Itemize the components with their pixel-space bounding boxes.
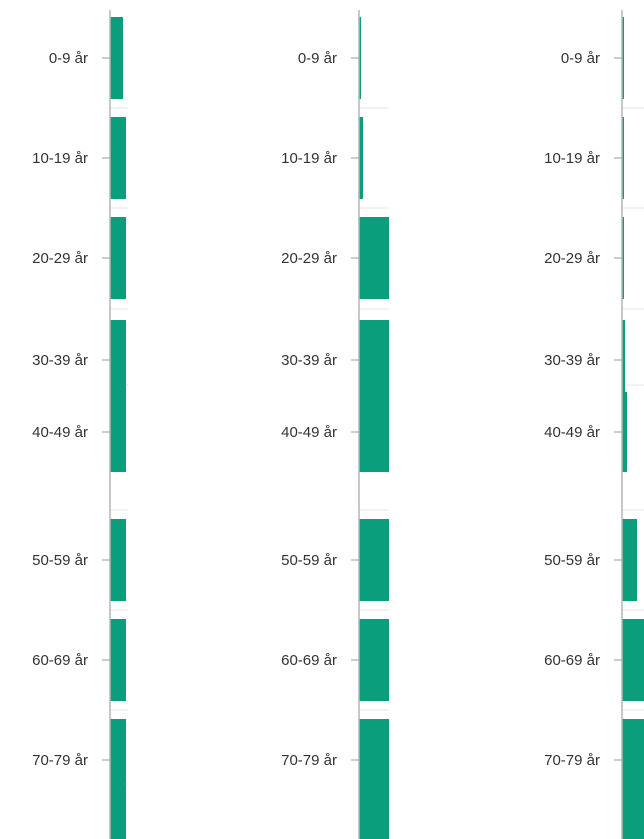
row-separators <box>622 107 644 785</box>
tick-label: 10-19 år <box>544 150 600 167</box>
bar-partial <box>622 793 644 839</box>
tick-label: 40-49 år <box>544 424 600 441</box>
bar-30-39-ar <box>110 320 126 401</box>
bar-20-29-ar <box>359 217 389 299</box>
tick-label: 50-59 år <box>32 552 88 569</box>
tick-label: 50-59 år <box>544 552 600 569</box>
bar-40-49-ar <box>622 392 627 472</box>
bar-0-9-ar <box>622 17 624 99</box>
bar-20-29-ar <box>110 217 126 299</box>
bar-40-49-ar <box>359 392 389 472</box>
bar-partial <box>359 793 389 839</box>
bar-60-69-ar <box>622 619 644 701</box>
chart-panel-3: 0-9 år 10-19 år 20-29 år 30-39 år 40-49 år 50… <box>544 10 644 839</box>
bar-50-59-ar <box>622 519 637 601</box>
bar-partial <box>110 793 126 839</box>
tick-label: 40-49 år <box>32 424 88 441</box>
bar-10-19-ar <box>359 117 363 199</box>
tick-label: 20-29 år <box>544 250 600 267</box>
bar-30-39-ar <box>359 320 389 401</box>
tick-label: 70-79 år <box>32 752 88 769</box>
bar-0-9-ar <box>110 17 123 99</box>
bar-0-9-ar <box>359 17 361 99</box>
tick-label: 0-9 år <box>298 50 337 67</box>
bar-70-79-ar <box>359 719 389 801</box>
tick-label: 70-79 år <box>281 752 337 769</box>
tick-label: 0-9 år <box>49 50 88 67</box>
tick-label: 30-39 år <box>32 352 88 369</box>
bar-60-69-ar <box>110 619 126 701</box>
tick-label: 20-29 år <box>32 250 88 267</box>
tick-label: 70-79 år <box>544 752 600 769</box>
tick-label: 20-29 år <box>281 250 337 267</box>
bar-70-79-ar <box>622 719 644 801</box>
tick-label: 60-69 år <box>281 652 337 669</box>
bar-20-29-ar <box>622 217 624 299</box>
tick-label: 50-59 år <box>281 552 337 569</box>
tick-label: 10-19 år <box>281 150 337 167</box>
tick-label: 30-39 år <box>281 352 337 369</box>
bar-70-79-ar <box>110 719 126 801</box>
chart-panel-2: 0-9 år 10-19 år 20-29 år 30-39 år 40-49 år 50… <box>281 10 389 839</box>
bar-10-19-ar <box>110 117 126 199</box>
tick-label: 60-69 år <box>544 652 600 669</box>
chart-panel-1: 0-9 år 10-19 år 20-29 år 30-39 år 40-49 år 50… <box>32 10 128 839</box>
bar-10-19-ar <box>622 117 624 199</box>
tick-label: 60-69 år <box>32 652 88 669</box>
bar-50-59-ar <box>110 519 126 601</box>
tick-label: 30-39 år <box>544 352 600 369</box>
bar-30-39-ar <box>622 320 625 401</box>
tick-label: 40-49 år <box>281 424 337 441</box>
tick-label: 0-9 år <box>561 50 600 67</box>
bar-50-59-ar <box>359 519 389 601</box>
bar-40-49-ar <box>110 392 126 472</box>
tick-label: 10-19 år <box>32 150 88 167</box>
bar-60-69-ar <box>359 619 389 701</box>
